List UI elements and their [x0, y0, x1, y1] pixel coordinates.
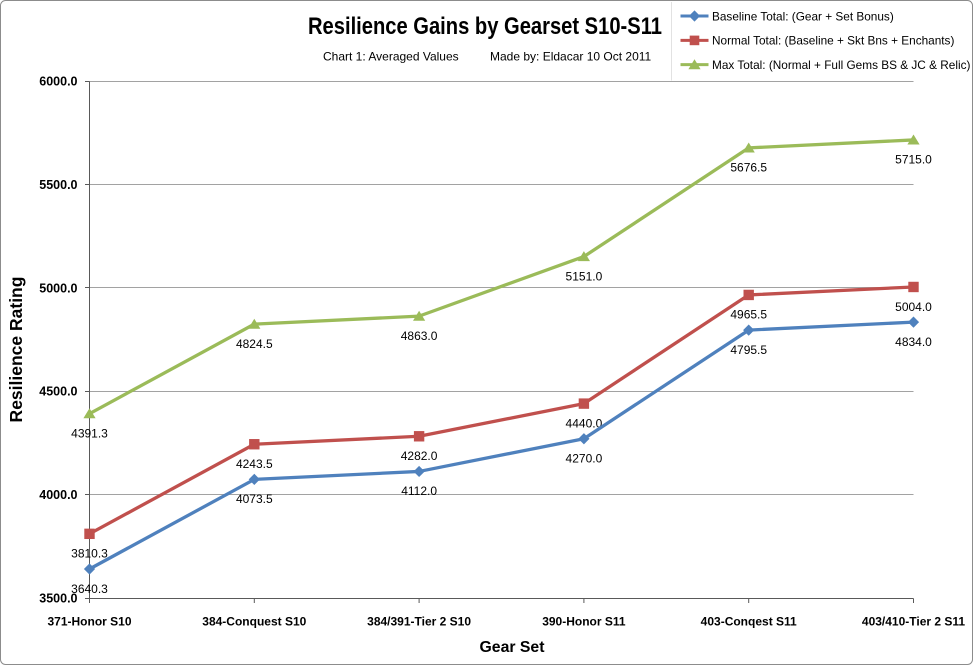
svg-text:Resilience Gains by Gearset S1: Resilience Gains by Gearset S10-S11 [308, 12, 662, 39]
svg-text:390-Honor S11: 390-Honor S11 [542, 614, 626, 628]
svg-text:371-Honor S10: 371-Honor S10 [47, 614, 131, 628]
svg-text:4243.5: 4243.5 [236, 457, 273, 471]
svg-text:4000.0: 4000.0 [39, 488, 77, 502]
svg-text:Gear Set: Gear Set [480, 639, 546, 656]
svg-text:Baseline Total: (Gear + Set Bo: Baseline Total: (Gear + Set Bonus) [712, 9, 894, 23]
svg-text:3640.3: 3640.3 [71, 582, 108, 596]
svg-text:5000.0: 5000.0 [39, 281, 77, 295]
svg-text:384/391-Tier 2 S10: 384/391-Tier 2 S10 [367, 614, 471, 628]
svg-text:4795.5: 4795.5 [730, 343, 767, 357]
svg-text:6000.0: 6000.0 [39, 75, 77, 89]
svg-text:Chart 1: Averaged Values: Chart 1: Averaged Values [323, 49, 459, 63]
svg-text:4282.0: 4282.0 [401, 449, 438, 463]
svg-text:Resilience Rating: Resilience Rating [6, 277, 26, 423]
svg-text:403/410-Tier 2 S11: 403/410-Tier 2 S11 [862, 614, 966, 628]
svg-text:5151.0: 5151.0 [566, 269, 603, 283]
svg-text:4965.5: 4965.5 [730, 308, 767, 322]
svg-text:Max Total: (Normal + Full Gems: Max Total: (Normal + Full Gems BS & JC &… [712, 58, 970, 72]
svg-text:3810.3: 3810.3 [71, 547, 108, 561]
svg-text:4500.0: 4500.0 [39, 385, 77, 399]
svg-text:5004.0: 5004.0 [895, 300, 932, 314]
svg-text:4834.0: 4834.0 [895, 335, 932, 349]
svg-text:5715.0: 5715.0 [895, 153, 932, 167]
svg-text:4391.3: 4391.3 [71, 426, 108, 440]
svg-text:403-Conqest S11: 403-Conqest S11 [701, 614, 797, 628]
svg-text:4073.5: 4073.5 [236, 492, 273, 506]
svg-text:5676.5: 5676.5 [730, 161, 767, 175]
svg-text:4824.5: 4824.5 [236, 337, 273, 351]
svg-text:4270.0: 4270.0 [566, 452, 603, 466]
svg-text:3500.0: 3500.0 [39, 592, 77, 606]
svg-text:4440.0: 4440.0 [566, 416, 603, 430]
svg-text:384-Conquest S10: 384-Conquest S10 [202, 614, 306, 628]
svg-text:Made by: Eldacar 10 Oct 2011: Made by: Eldacar 10 Oct 2011 [490, 49, 652, 63]
svg-text:5500.0: 5500.0 [39, 178, 77, 192]
svg-text:4112.0: 4112.0 [401, 484, 437, 498]
svg-text:Normal Total: (Baseline + Skt: Normal Total: (Baseline + Skt Bns + Ench… [712, 34, 954, 48]
svg-text:4863.0: 4863.0 [401, 329, 438, 343]
